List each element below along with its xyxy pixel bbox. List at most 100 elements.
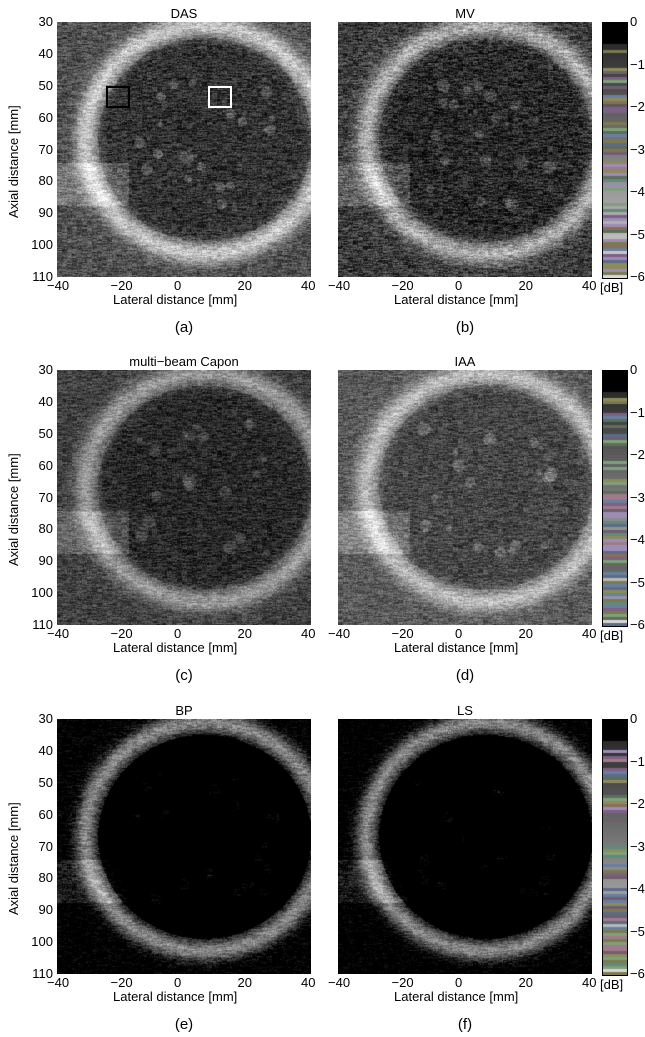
y-tick-label: 30 bbox=[38, 711, 53, 726]
x-tick-label: −20 bbox=[391, 626, 414, 641]
x-axis-label: Lateral distance [mm] bbox=[113, 989, 238, 1004]
colorbar-tick-label: −30 bbox=[630, 489, 645, 505]
y-tick-label: 90 bbox=[38, 902, 53, 918]
y-tick-label: 80 bbox=[38, 521, 53, 537]
colorbar-tick-label: 0 bbox=[630, 362, 638, 377]
x-tick-label: −20 bbox=[110, 626, 133, 641]
colorbar-row-2 bbox=[602, 370, 628, 627]
y-tick-label: 50 bbox=[38, 77, 53, 93]
y-tick-label: 70 bbox=[38, 141, 53, 157]
colorbar-row-3 bbox=[602, 719, 628, 976]
speckle-canvas-c bbox=[57, 370, 311, 625]
speckle-image-c bbox=[57, 370, 311, 625]
y-tick-label: 40 bbox=[38, 742, 53, 758]
colorbar-tick-label: −40 bbox=[630, 184, 645, 199]
x-tick-label: −40 bbox=[328, 975, 351, 990]
x-tick-label: −40 bbox=[47, 626, 70, 641]
colorbar-tick-label: −20 bbox=[630, 99, 645, 114]
y-tick-label: 60 bbox=[38, 109, 53, 125]
colorbar-tick-label: −10 bbox=[630, 753, 645, 769]
panel-title-a: DAS bbox=[170, 6, 198, 21]
x-tick-label: −40 bbox=[328, 278, 351, 293]
colorbar-tick-label: −20 bbox=[630, 447, 645, 462]
x-tick-label: −20 bbox=[391, 975, 414, 990]
speckle-canvas-a bbox=[57, 22, 311, 277]
x-tick-label: 40 bbox=[582, 278, 597, 293]
colorbar-unit: [dB] bbox=[600, 977, 624, 992]
x-tick-label: 0 bbox=[174, 626, 182, 641]
colorbar-tick-label: −50 bbox=[630, 226, 645, 242]
colorbar-tick-label: −40 bbox=[630, 881, 645, 896]
speckle-canvas-b bbox=[338, 22, 592, 277]
y-tick-label: 80 bbox=[38, 870, 53, 886]
x-tick-label: 20 bbox=[237, 626, 252, 641]
speckle-canvas-e bbox=[57, 719, 311, 974]
speckle-image-f bbox=[338, 719, 592, 974]
colorbar-gradient bbox=[603, 371, 627, 626]
x-tick-label: 0 bbox=[174, 975, 182, 990]
y-tick-label: 30 bbox=[38, 14, 53, 29]
speckle-canvas-d bbox=[338, 370, 592, 625]
x-tick-label: 0 bbox=[455, 626, 463, 641]
y-tick-label: 80 bbox=[38, 173, 53, 189]
colorbar-unit: [dB] bbox=[600, 628, 624, 643]
colorbar-gradient bbox=[603, 23, 627, 278]
panel-caption-f: (f) bbox=[457, 1016, 473, 1033]
colorbar-row-1 bbox=[602, 22, 628, 279]
x-tick-label: 0 bbox=[174, 278, 182, 293]
y-tick-label: 110 bbox=[32, 269, 53, 284]
x-tick-label: 20 bbox=[518, 975, 533, 990]
x-tick-label: 20 bbox=[518, 278, 533, 293]
x-axis-label: Lateral distance [mm] bbox=[394, 292, 519, 307]
panel-title-d: IAA bbox=[454, 354, 476, 369]
x-tick-label: 0 bbox=[455, 975, 463, 990]
colorbar-tick-label: −60 bbox=[630, 966, 645, 981]
panel-caption-d: (d) bbox=[455, 667, 475, 684]
x-tick-label: 40 bbox=[301, 975, 316, 990]
y-tick-label: 70 bbox=[38, 838, 53, 854]
roi-box-inside bbox=[106, 86, 130, 108]
y-tick-label: 90 bbox=[38, 553, 53, 569]
x-axis-label: Lateral distance [mm] bbox=[394, 989, 519, 1004]
y-tick-label: 70 bbox=[38, 489, 53, 505]
panel-caption-a: (a) bbox=[174, 319, 194, 336]
speckle-image-d bbox=[338, 370, 592, 625]
colorbar-tick-label: −30 bbox=[630, 141, 645, 157]
speckle-canvas-f bbox=[338, 719, 592, 974]
x-axis-label: Lateral distance [mm] bbox=[394, 640, 519, 655]
x-tick-label: 0 bbox=[455, 278, 463, 293]
speckle-image-a bbox=[57, 22, 311, 277]
y-axis-label: Axial distance [mm] bbox=[6, 452, 21, 566]
x-tick-label: 40 bbox=[301, 626, 316, 641]
x-axis-label: Lateral distance [mm] bbox=[113, 292, 238, 307]
panel-title-b: MV bbox=[455, 6, 475, 21]
roi-box-outside bbox=[208, 86, 232, 108]
colorbar-tick-label: 0 bbox=[630, 711, 638, 726]
y-axis-label: Axial distance [mm] bbox=[6, 801, 21, 915]
panel-caption-c: (c) bbox=[175, 667, 193, 684]
y-tick-label: 100 bbox=[31, 934, 53, 950]
colorbar-tick-label: −50 bbox=[630, 574, 645, 590]
x-tick-label: −20 bbox=[391, 278, 414, 293]
y-tick-label: 100 bbox=[31, 237, 53, 253]
colorbar-tick-label: −10 bbox=[630, 404, 645, 420]
colorbar-tick-label: −20 bbox=[630, 796, 645, 811]
x-tick-label: 40 bbox=[582, 626, 597, 641]
x-tick-label: −20 bbox=[110, 975, 133, 990]
x-tick-label: 20 bbox=[518, 626, 533, 641]
y-tick-label: 50 bbox=[38, 425, 53, 441]
speckle-image-e bbox=[57, 719, 311, 974]
y-tick-label: 30 bbox=[38, 362, 53, 377]
colorbar-tick-label: −40 bbox=[630, 532, 645, 547]
y-tick-label: 110 bbox=[32, 966, 53, 981]
x-axis-label: Lateral distance [mm] bbox=[113, 640, 238, 655]
x-tick-label: 40 bbox=[301, 278, 316, 293]
x-tick-label: 20 bbox=[237, 975, 252, 990]
colorbar-tick-label: −30 bbox=[630, 838, 645, 854]
x-tick-label: −40 bbox=[47, 278, 70, 293]
colorbar-tick-label: 0 bbox=[630, 14, 638, 29]
x-tick-label: −40 bbox=[47, 975, 70, 990]
panel-caption-e: (e) bbox=[174, 1016, 194, 1033]
x-tick-label: 20 bbox=[237, 278, 252, 293]
colorbar-gradient bbox=[603, 720, 627, 975]
